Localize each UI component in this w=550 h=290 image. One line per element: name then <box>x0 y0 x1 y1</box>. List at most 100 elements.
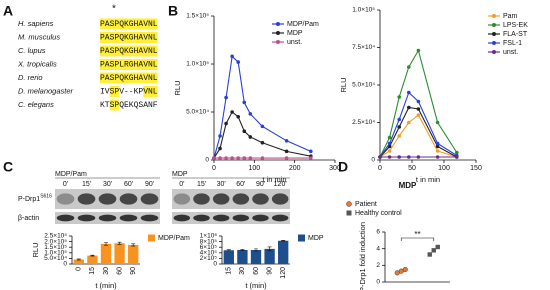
y-tick-label: 5.0×10⁴ <box>352 82 375 89</box>
data-point <box>236 156 240 160</box>
highlight <box>100 45 158 57</box>
blot-time: 30' <box>217 181 226 188</box>
blot-time: 15' <box>82 181 91 188</box>
blot-band <box>77 214 96 222</box>
legend-marker <box>276 22 280 26</box>
panel-letter: D <box>338 159 348 175</box>
species-name: H. sapiens <box>18 19 54 28</box>
x-axis-label: t in min <box>262 175 286 184</box>
blot-time: 90' <box>256 181 265 188</box>
blot-band <box>252 214 269 222</box>
data-point <box>248 112 253 116</box>
blot-row-label: β-actin <box>18 215 39 222</box>
data-point <box>427 252 432 257</box>
legend-label: FSL-1 <box>503 40 522 47</box>
data-point <box>242 100 247 105</box>
data-point <box>248 156 253 160</box>
blot-group-label: MDP/Pam <box>55 171 87 178</box>
row-text: P-Drp1 <box>18 196 40 203</box>
x-tick-label: 0 <box>212 165 216 172</box>
y-tick-label: 7.5×10⁴ <box>352 44 375 51</box>
data-point <box>455 150 459 155</box>
x-tick-label: 120 <box>280 267 287 279</box>
blot-band <box>173 193 191 205</box>
species-name: X. tropicalis <box>17 59 57 68</box>
highlight <box>109 86 120 97</box>
legend-label: MDP/Pam <box>287 21 319 28</box>
error-bar <box>254 248 258 252</box>
data-point <box>260 156 265 160</box>
data-point <box>224 121 228 126</box>
data-point <box>242 156 247 160</box>
y-tick-label: 1.0×10⁵ <box>44 250 67 257</box>
x-tick-label: 100 <box>438 165 450 172</box>
bar <box>100 243 112 264</box>
y-tick-label: 0 <box>371 157 375 164</box>
y-tick-label: 1×10⁶ <box>200 233 218 240</box>
y-tick-label: 0 <box>213 261 217 268</box>
y-tick-label: 2.5×10⁵ <box>44 233 67 240</box>
data-point <box>407 105 411 110</box>
x-tick-label: 15 <box>89 267 96 275</box>
legend-marker <box>492 50 496 54</box>
sequence: PASPQKGHAVNL <box>100 47 158 56</box>
data-point <box>407 155 411 159</box>
x-tick-label: 30 <box>239 267 246 275</box>
data-point <box>416 107 421 111</box>
data-point <box>309 149 313 154</box>
data-point <box>416 48 421 53</box>
data-point <box>402 266 408 273</box>
y-tick-label: 5.0×10⁴ <box>186 109 209 116</box>
y-tick-label: 1.0×10⁵ <box>352 7 375 14</box>
x-tick-label: 0 <box>378 165 382 172</box>
highlight <box>100 72 158 84</box>
data-point <box>397 155 402 159</box>
y-tick-label: 1.5×10⁵ <box>186 13 209 20</box>
data-point <box>260 140 265 145</box>
highlight <box>100 18 158 30</box>
data-point <box>284 139 289 143</box>
bar <box>237 250 248 264</box>
x-tick-label: 300 <box>329 165 341 172</box>
legend-marker <box>492 41 496 45</box>
data-point <box>248 135 253 139</box>
data-point <box>407 90 411 95</box>
blot-band <box>271 214 289 222</box>
blot-band <box>77 193 96 205</box>
data-point <box>416 155 421 159</box>
data-point <box>218 146 222 151</box>
blot-band <box>98 193 117 205</box>
y-tick-label: 8×10⁵ <box>200 238 218 245</box>
legend-label: Pam <box>503 13 518 20</box>
legend-label: Healthy control <box>355 210 402 217</box>
data-point <box>397 134 402 138</box>
species-name: M. musculus <box>18 32 60 41</box>
legend-label: MDP <box>287 30 303 37</box>
blot-time: 120' <box>274 181 287 188</box>
x-tick-label: 0 <box>76 267 83 271</box>
blot-band <box>140 214 159 222</box>
blot-band <box>173 214 191 222</box>
legend-label: Patient <box>355 201 377 208</box>
data-point <box>435 144 440 149</box>
panel-letter: A <box>3 3 13 19</box>
bar <box>73 259 84 264</box>
error-bar <box>76 258 81 261</box>
legend-marker <box>492 32 496 36</box>
sequence: PASPQKGHAVNL <box>100 34 158 43</box>
legend-marker <box>346 201 352 207</box>
blot-time: 90' <box>145 181 154 188</box>
x-axis-label: t (min) <box>95 281 117 290</box>
blot-band <box>232 214 250 222</box>
x-tick-label: 200 <box>289 165 301 172</box>
sequence: PASPLRGHAVNL <box>100 61 158 70</box>
bar <box>128 244 139 264</box>
highlight <box>143 86 158 97</box>
bar <box>278 240 289 264</box>
row-sup: S616 <box>40 194 52 200</box>
data-point <box>230 54 234 59</box>
data-point <box>397 117 402 122</box>
species-name: D. melanogaster <box>18 86 74 95</box>
blot-band <box>193 193 210 205</box>
blot-band <box>140 193 159 205</box>
